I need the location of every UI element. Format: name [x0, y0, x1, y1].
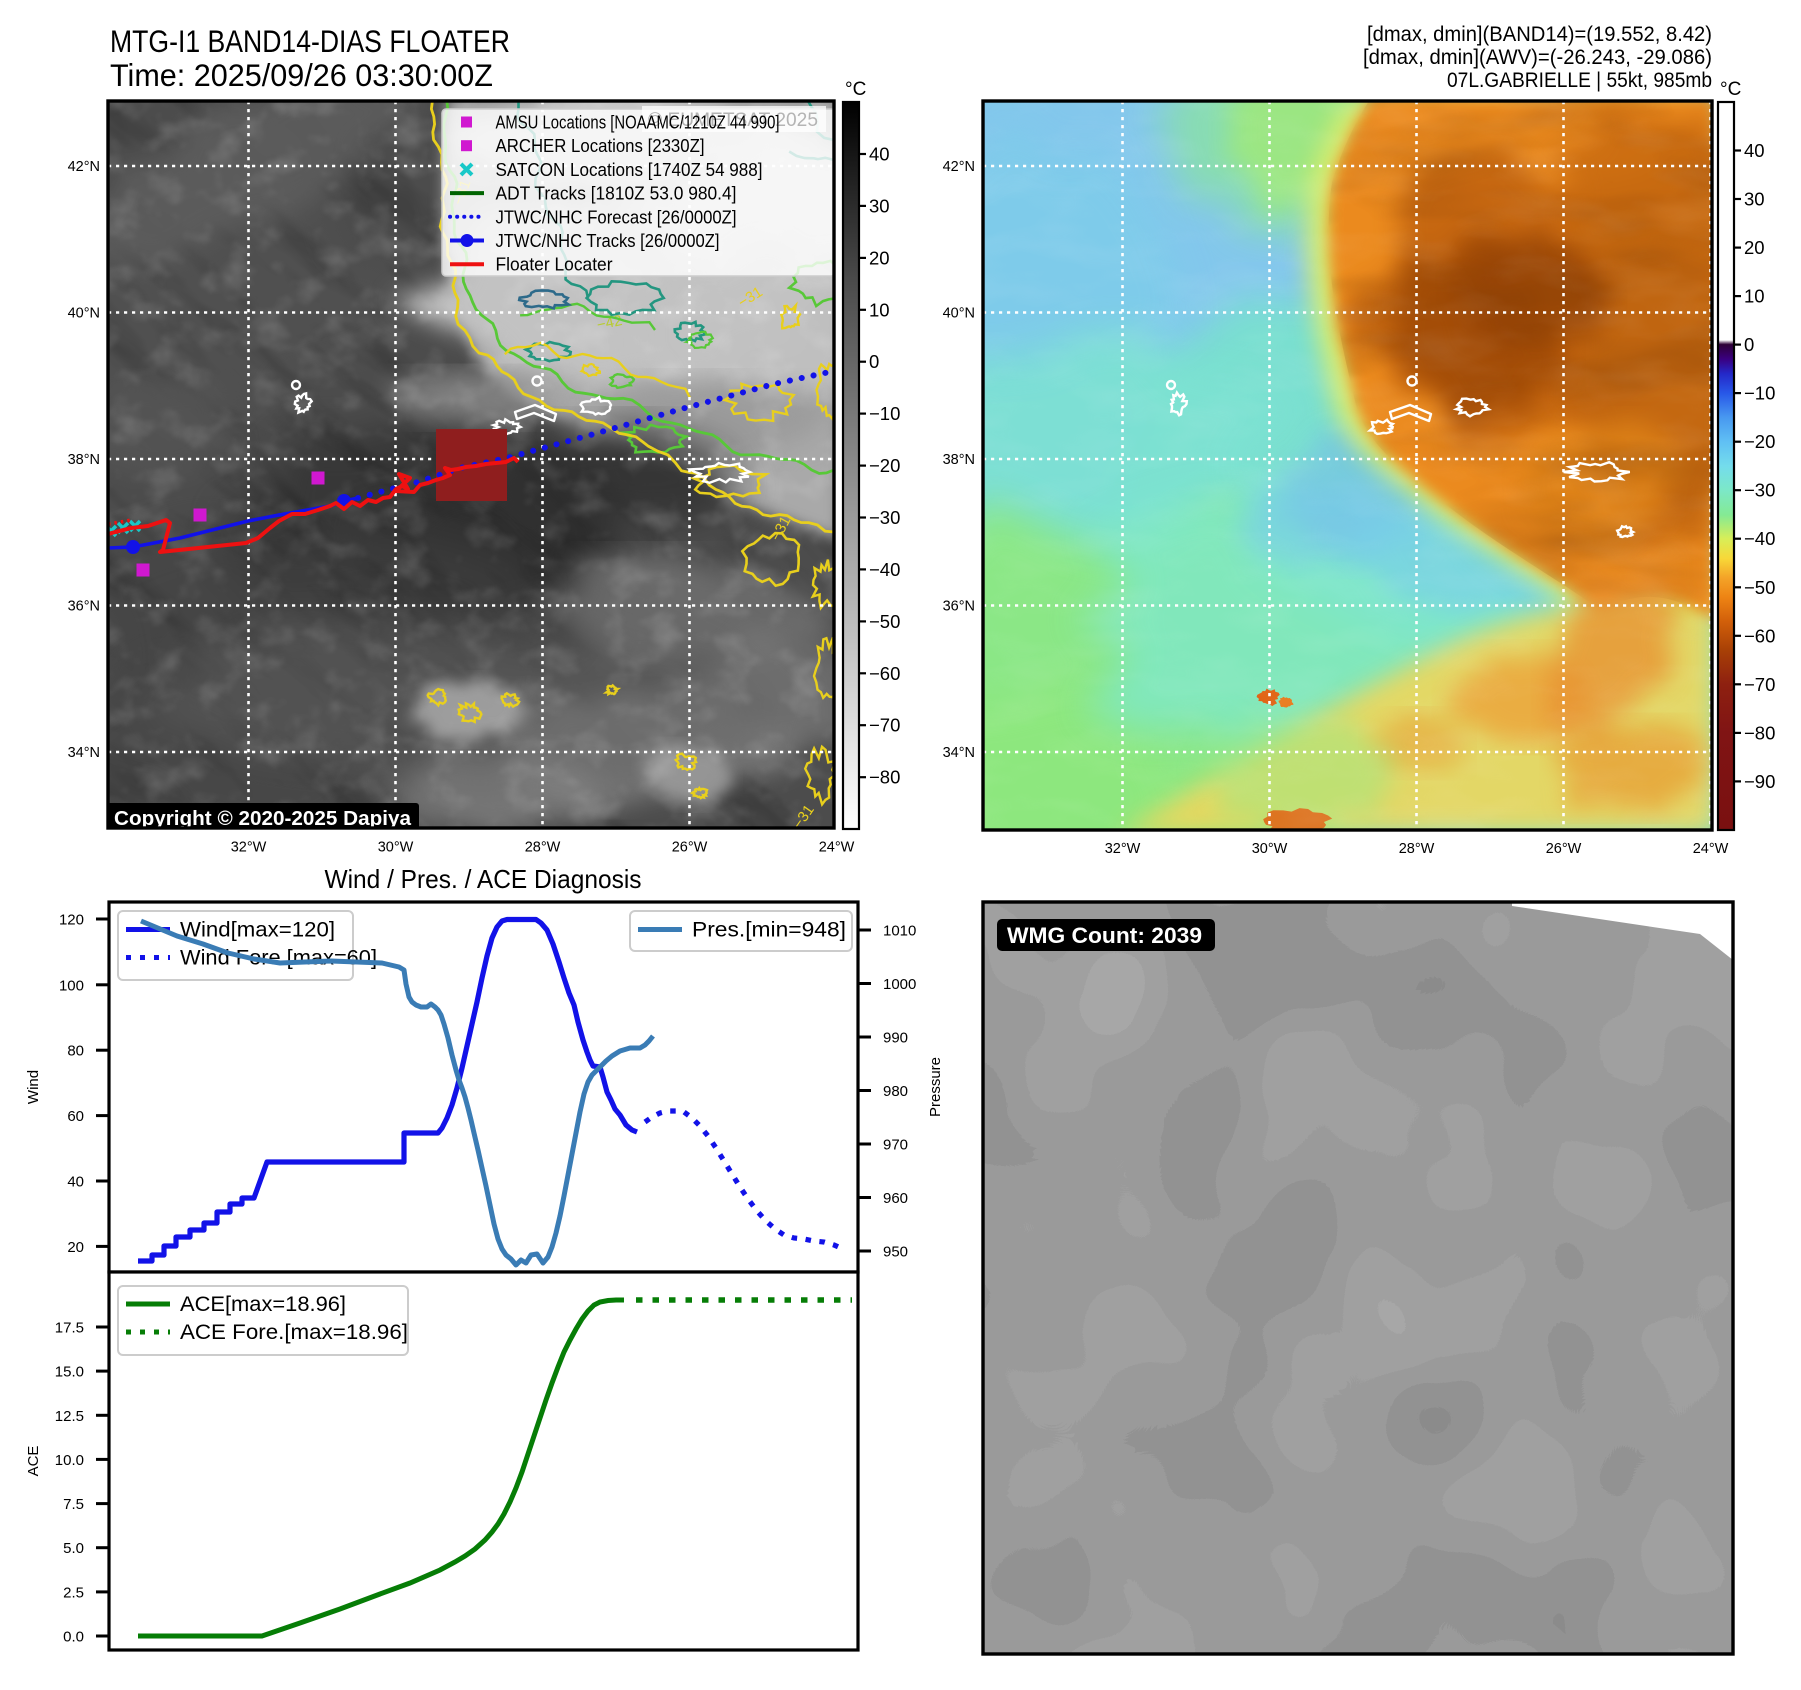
- svg-text:30: 30: [869, 195, 890, 216]
- svg-text:Wind / Pres. / ACE Diagnosis: Wind / Pres. / ACE Diagnosis: [325, 864, 642, 894]
- svg-text:°C: °C: [845, 79, 866, 100]
- svg-text:40: 40: [869, 144, 890, 165]
- svg-text:32°W: 32°W: [1105, 841, 1141, 857]
- svg-text:−10: −10: [1744, 383, 1775, 404]
- svg-text:Pressure: Pressure: [927, 1057, 944, 1117]
- svg-text:MTG-I1 BAND14-DIAS FLOATER: MTG-I1 BAND14-DIAS FLOATER: [110, 23, 510, 59]
- svg-text:ADT Tracks [1810Z 53.0 980.4]: ADT Tracks [1810Z 53.0 980.4]: [496, 183, 737, 204]
- svg-text:5.0: 5.0: [63, 1540, 84, 1557]
- svg-text:© EUMETSAT 2025: © EUMETSAT 2025: [648, 110, 818, 131]
- svg-text:Wind[max=120]: Wind[max=120]: [180, 919, 335, 942]
- svg-text:Pres.[min=948]: Pres.[min=948]: [692, 919, 846, 942]
- svg-text:1010: 1010: [883, 923, 916, 940]
- svg-text:32°W: 32°W: [231, 840, 267, 856]
- svg-text:20: 20: [67, 1239, 84, 1256]
- svg-text:38°N: 38°N: [943, 452, 975, 468]
- svg-text:0.0: 0.0: [63, 1629, 84, 1646]
- svg-text:40: 40: [1744, 140, 1765, 161]
- svg-text:07L.GABRIELLE | 55kt, 985mb: 07L.GABRIELLE | 55kt, 985mb: [1447, 69, 1712, 92]
- svg-text:0: 0: [869, 351, 879, 372]
- svg-text:−30: −30: [1744, 480, 1775, 501]
- svg-text:10.0: 10.0: [55, 1452, 84, 1469]
- svg-text:Wind Fore.[max=60]: Wind Fore.[max=60]: [180, 947, 377, 970]
- svg-text:24°W: 24°W: [819, 840, 855, 856]
- svg-text:AMSU Locations [NOAAMC/1210Z 4: AMSU Locations [NOAAMC/1210Z 44 990]: [496, 112, 780, 133]
- svg-text:−80: −80: [1744, 722, 1775, 743]
- svg-text:990: 990: [883, 1030, 908, 1047]
- svg-text:24°W: 24°W: [1693, 841, 1729, 857]
- svg-text:[dmax, dmin](AWV)=(-26.243, -2: [dmax, dmin](AWV)=(-26.243, -29.086): [1363, 46, 1712, 69]
- svg-text:−50: −50: [1744, 577, 1775, 598]
- svg-text:36°N: 36°N: [68, 599, 100, 615]
- svg-text:40: 40: [67, 1174, 84, 1191]
- svg-text:−40: −40: [869, 559, 900, 580]
- svg-text:−70: −70: [869, 715, 900, 736]
- svg-text:10: 10: [869, 299, 890, 320]
- svg-text:960: 960: [883, 1190, 908, 1207]
- svg-text:JTWC/NHC Tracks [26/0000Z]: JTWC/NHC Tracks [26/0000Z]: [496, 230, 720, 251]
- svg-text:JTWC/NHC Forecast [26/0000Z]: JTWC/NHC Forecast [26/0000Z]: [496, 206, 737, 227]
- svg-text:SATCON Locations [1740Z 54 988: SATCON Locations [1740Z 54 988]: [496, 159, 763, 180]
- svg-text:−60: −60: [869, 663, 900, 684]
- svg-text:ARCHER Locations [2330Z]: ARCHER Locations [2330Z]: [496, 135, 705, 156]
- svg-text:10: 10: [1744, 286, 1765, 307]
- svg-text:36°N: 36°N: [943, 599, 975, 615]
- svg-text:30°W: 30°W: [1252, 841, 1288, 857]
- svg-text:ACE[max=18.96]: ACE[max=18.96]: [180, 1293, 346, 1316]
- svg-text:980: 980: [883, 1083, 908, 1100]
- svg-text:Time: 2025/09/26 03:30:00Z: Time: 2025/09/26 03:30:00Z: [110, 57, 493, 93]
- svg-text:100: 100: [59, 977, 84, 994]
- svg-text:−40: −40: [1744, 528, 1775, 549]
- svg-text:38°N: 38°N: [68, 452, 100, 468]
- svg-text:28°W: 28°W: [1399, 841, 1435, 857]
- svg-text:42°N: 42°N: [68, 159, 100, 175]
- svg-text:12.5: 12.5: [55, 1408, 84, 1425]
- svg-text:30: 30: [1744, 189, 1765, 210]
- svg-text:120: 120: [59, 912, 84, 929]
- svg-text:−20: −20: [1744, 431, 1775, 452]
- svg-text:−70: −70: [1744, 674, 1775, 695]
- svg-text:970: 970: [883, 1137, 908, 1154]
- svg-text:20: 20: [869, 247, 890, 268]
- svg-text:0: 0: [1744, 334, 1754, 355]
- svg-text:15.0: 15.0: [55, 1364, 84, 1381]
- svg-text:1000: 1000: [883, 976, 916, 993]
- svg-text:°C: °C: [1720, 79, 1741, 100]
- svg-text:42°N: 42°N: [943, 159, 975, 175]
- svg-text:WMG Count: 2039: WMG Count: 2039: [1007, 923, 1202, 948]
- svg-text:−30: −30: [869, 507, 900, 528]
- svg-text:80: 80: [67, 1043, 84, 1060]
- svg-text:−90: −90: [1744, 771, 1775, 792]
- svg-text:Copyright © 2020-2025 Dapiya: Copyright © 2020-2025 Dapiya: [114, 808, 412, 830]
- svg-text:60: 60: [67, 1108, 84, 1125]
- svg-text:−80: −80: [869, 767, 900, 788]
- svg-text:26°W: 26°W: [1546, 841, 1582, 857]
- svg-text:ACE Fore.[max=18.96]: ACE Fore.[max=18.96]: [180, 1321, 408, 1344]
- svg-text:20: 20: [1744, 237, 1765, 258]
- svg-text:Wind: Wind: [25, 1070, 42, 1104]
- svg-text:−50: −50: [869, 611, 900, 632]
- svg-text:2.5: 2.5: [63, 1584, 84, 1601]
- svg-text:40°N: 40°N: [68, 306, 100, 322]
- svg-text:[dmax, dmin](BAND14)=(19.552,: [dmax, dmin](BAND14)=(19.552, 8.42): [1367, 23, 1712, 46]
- svg-text:−10: −10: [869, 403, 900, 424]
- svg-text:950: 950: [883, 1244, 908, 1261]
- svg-text:34°N: 34°N: [68, 745, 100, 761]
- svg-text:34°N: 34°N: [943, 745, 975, 761]
- svg-text:Floater Locater: Floater Locater: [496, 254, 613, 275]
- svg-text:28°W: 28°W: [525, 840, 561, 856]
- svg-text:−20: −20: [869, 455, 900, 476]
- svg-text:ACE: ACE: [25, 1446, 42, 1477]
- svg-text:17.5: 17.5: [55, 1320, 84, 1337]
- svg-text:7.5: 7.5: [63, 1496, 84, 1513]
- svg-text:40°N: 40°N: [943, 306, 975, 322]
- svg-text:−60: −60: [1744, 625, 1775, 646]
- svg-text:26°W: 26°W: [672, 840, 708, 856]
- svg-text:30°W: 30°W: [378, 840, 414, 856]
